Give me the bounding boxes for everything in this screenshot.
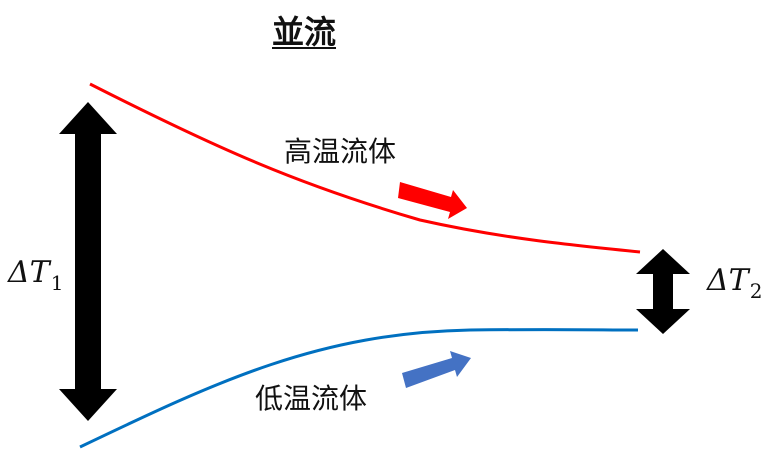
delta-t1-symbol: ΔT [8,255,50,290]
hot-flow-arrow [398,182,467,219]
delta-t2-label: ΔT2 [707,263,762,302]
cold-fluid-curve [79,328,639,449]
delta-t2-symbol: ΔT [707,263,749,298]
delta-t2-subscript: 2 [749,279,763,303]
delta-t2-double-arrow [636,249,690,334]
cold-fluid-label: 低温流体 [255,382,368,415]
delta-t1-double-arrow [59,102,117,421]
hot-fluid-curve [89,82,641,254]
cold-flow-arrow [402,351,471,388]
delta-t1-subscript: 1 [50,271,64,295]
hot-fluid-label: 高温流体 [284,135,397,168]
diagram-title: 並流 [272,13,337,51]
delta-t1-label: ΔT1 [8,255,63,294]
